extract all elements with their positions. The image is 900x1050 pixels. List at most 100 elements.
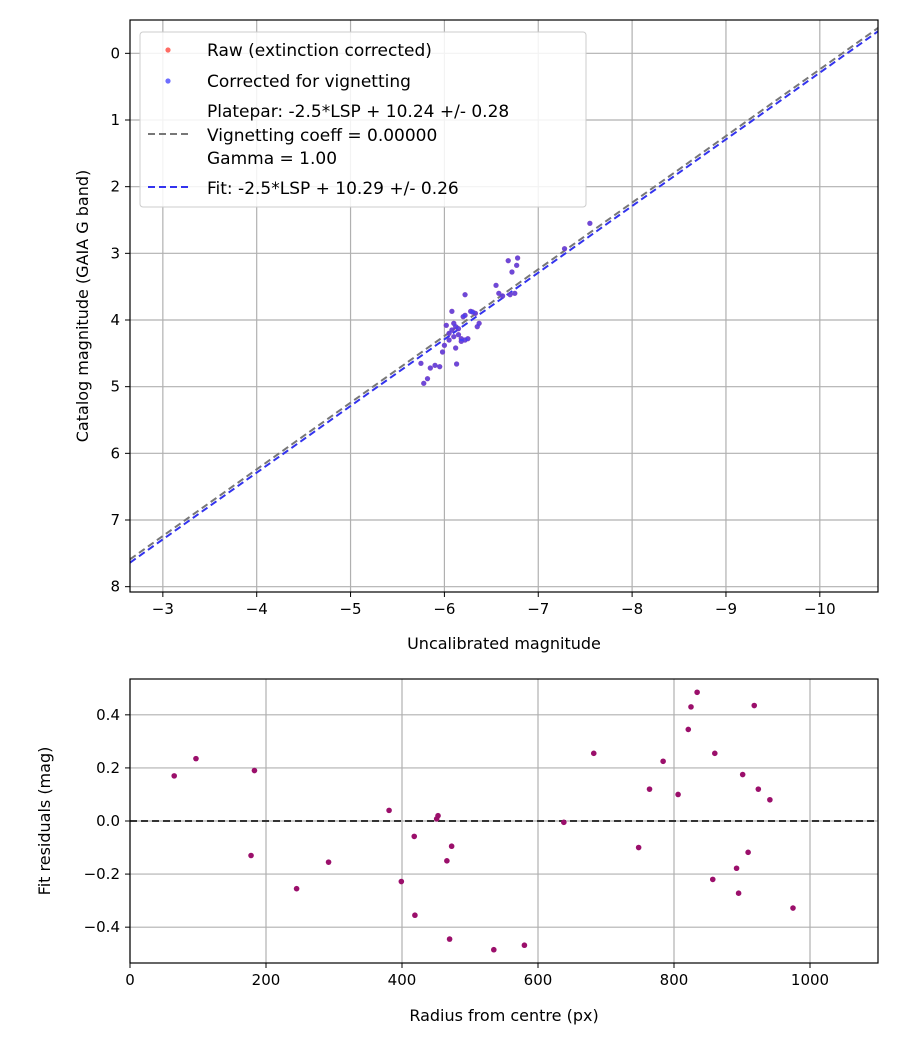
top-y-tick-label: 2: [110, 178, 120, 196]
platepar-line: [130, 27, 878, 561]
residual-point: [646, 786, 653, 792]
top-data-points: [418, 220, 593, 386]
top-x-tick-label: −5: [339, 600, 361, 618]
top-fit-lines: [130, 27, 878, 564]
corrected-point: [465, 336, 471, 342]
residual-point: [712, 750, 718, 757]
residual-point: [293, 885, 300, 892]
top-x-tick-label: −8: [621, 600, 643, 618]
top-plot-frame: [129, 19, 879, 593]
residual-point: [171, 773, 177, 779]
residual-point: [561, 819, 567, 826]
top-y-tick-label: 4: [110, 311, 120, 329]
residual-point: [790, 905, 796, 911]
residual-point: [635, 844, 642, 851]
top-x-tick-label: −4: [246, 600, 268, 618]
corrected-point: [446, 337, 452, 343]
top-y-axis-label: Catalog magnitude (GAIA G band): [73, 170, 92, 442]
corrected-point: [427, 365, 433, 371]
top-y-tick-label: 6: [110, 444, 120, 462]
top-y-tick-label: 5: [110, 378, 120, 396]
residual-point: [251, 767, 258, 774]
residual-point: [386, 807, 392, 814]
bottom-x-tick-label: 0: [125, 971, 135, 989]
top-x-tick-label: −10: [804, 600, 836, 618]
corrected-point: [507, 292, 513, 298]
top-y-tick-label: 0: [110, 44, 120, 62]
corrected-point: [421, 380, 427, 386]
corrected-point: [499, 293, 506, 299]
residual-point: [751, 702, 758, 709]
corrected-point: [472, 310, 478, 316]
bottom-x-axis-label: Radius from centre (px): [409, 1006, 598, 1025]
legend-gamma-label: Gamma = 1.00: [207, 149, 337, 169]
corrected-point: [474, 324, 480, 330]
corrected-point: [493, 282, 499, 288]
corrected-point: [418, 360, 424, 366]
corrected-point: [587, 220, 593, 226]
residual-point: [745, 849, 751, 856]
residual-point: [248, 852, 254, 859]
top-x-tick-label: −6: [433, 600, 455, 618]
residual-point: [448, 843, 455, 850]
corrected-point: [496, 290, 502, 296]
top-x-tick-label: −3: [152, 600, 174, 618]
bottom-x-tick-label: 800: [660, 971, 689, 989]
bottom-data-points: [171, 689, 796, 953]
residual-point: [325, 859, 332, 865]
corrected-point: [514, 262, 520, 268]
corrected-point: [443, 322, 449, 328]
corrected-point: [451, 334, 457, 340]
residual-point: [767, 796, 773, 803]
corrected-point: [468, 308, 474, 314]
legend-raw-label: Raw (extinction corrected): [207, 41, 432, 61]
bottom-x-tick-label: 400: [388, 971, 417, 989]
top-y-tick-label: 7: [110, 511, 120, 529]
residual-point: [675, 791, 681, 798]
corrected-point: [509, 269, 515, 275]
bottom-x-ticks: 0 200 400 600 800 1000: [125, 963, 829, 989]
corrected-point: [432, 362, 438, 368]
bottom-x-tick-label: 600: [524, 971, 553, 989]
residual-point: [435, 812, 441, 819]
top-y-ticks: 0 1 2 3 4 5 6 7 8: [110, 44, 130, 596]
calibration-chart: −3 −4 −5 −6 −7 −8 −9 −10 0 1 2 3 4 5 6 7 8 Uncalibrated…: [73, 19, 879, 653]
bottom-y-tick-label: −0.2: [84, 865, 120, 883]
corrected-point: [449, 308, 455, 314]
legend-box: [139, 31, 587, 208]
corrected-point: [512, 290, 518, 296]
corrected-point: [505, 258, 511, 264]
residual-point: [709, 876, 716, 883]
corrected-point: [441, 342, 448, 348]
corrected-point: [437, 364, 443, 370]
fit-line: [130, 30, 878, 564]
legend: Raw (extinction corrected) Corrected for…: [139, 31, 587, 208]
bottom-y-tick-label: 0.0: [96, 812, 120, 830]
residual-point: [590, 750, 597, 757]
top-x-tick-label: −7: [527, 600, 549, 618]
residual-point: [491, 946, 497, 953]
corrected-point: [462, 292, 468, 298]
top-y-tick-label: 8: [110, 578, 120, 596]
residual-point: [193, 755, 199, 762]
corrected-point: [424, 376, 431, 382]
bottom-y-ticks: −0.4 −0.2 0.0 0.2 0.4: [84, 706, 130, 936]
legend-corrected-marker: [165, 78, 171, 84]
bottom-y-tick-label: 0.2: [96, 759, 120, 777]
bottom-y-tick-label: −0.4: [84, 918, 120, 936]
top-y-tick-label: 1: [110, 111, 120, 129]
corrected-point: [453, 345, 459, 351]
bottom-y-tick-label: 0.4: [96, 706, 120, 724]
residual-point: [444, 858, 450, 864]
corrected-point: [515, 255, 521, 261]
corrected-point: [462, 312, 468, 318]
residual-point: [735, 890, 742, 896]
residual-point: [521, 942, 528, 949]
corrected-point: [454, 361, 460, 367]
residual-point: [739, 771, 746, 778]
corrected-point: [439, 349, 446, 355]
residual-point: [685, 726, 692, 733]
corrected-point: [561, 246, 568, 252]
legend-corrected-label: Corrected for vignetting: [207, 72, 411, 92]
